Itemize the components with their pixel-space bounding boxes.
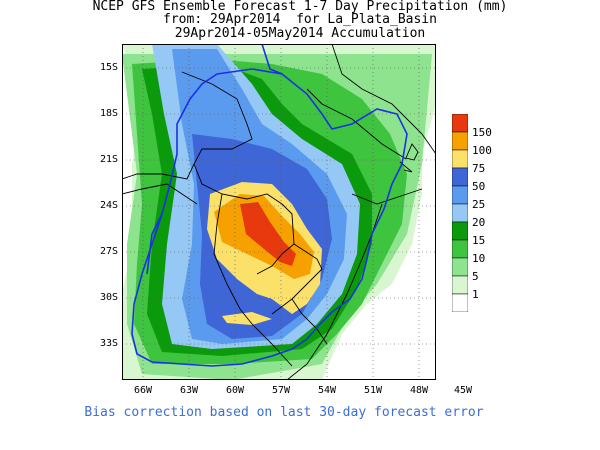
legend-swatch-20 [452, 203, 468, 223]
lat-label-24s: 24S [99, 200, 118, 211]
legend-swatch-150 [452, 114, 468, 133]
legend-swatch-below-1 [452, 293, 468, 312]
lon-label-63w: 63W [179, 385, 199, 396]
legend-label-1: 1 [472, 288, 479, 301]
map-gridlines [122, 44, 436, 380]
legend-label-20: 20 [472, 216, 486, 229]
country-borders [122, 44, 436, 380]
chart-title: NCEP GFS Ensemble Forecast 1-7 Day Preci… [92, 0, 508, 14]
lat-label-15s: 15S [99, 62, 118, 73]
lon-label-45w: 45W [453, 385, 473, 396]
lon-label-66w: 66W [133, 385, 153, 396]
lon-label-51w: 51W [363, 385, 383, 396]
precip-band-75mm-south [222, 312, 272, 325]
legend-label-75: 75 [472, 162, 486, 175]
legend-label-10: 10 [472, 252, 486, 265]
map-frame [122, 44, 436, 380]
precipitation-map [122, 44, 436, 380]
legend-swatch-15 [452, 221, 468, 241]
lon-label-60w: 60W [225, 385, 245, 396]
basin-outline [131, 44, 408, 367]
legend-swatch-5 [452, 257, 468, 277]
chart-subtitle-accumulation-period: 29Apr2014-05May2014 Accumulation [174, 26, 426, 41]
legend-colorbar [452, 114, 468, 312]
legend-swatch-10 [452, 239, 468, 259]
legend-swatch-100 [452, 131, 468, 151]
legend-swatch-75 [452, 149, 468, 169]
lat-label-30s: 30S [99, 292, 118, 303]
lon-label-48w: 48W [409, 385, 429, 396]
legend-label-15: 15 [472, 234, 486, 247]
precip-band-150mm [240, 202, 296, 266]
legend-label-50: 50 [472, 180, 486, 193]
lat-label-27s: 27S [99, 246, 118, 257]
legend-label-25: 25 [472, 198, 486, 211]
legend-label-100: 100 [472, 144, 492, 157]
lat-label-21s: 21S [99, 154, 118, 165]
lat-label-18s: 18S [99, 108, 118, 119]
legend-swatch-50 [452, 167, 468, 187]
legend-swatch-1 [452, 275, 468, 295]
lat-label-33s: 33S [99, 338, 118, 349]
lon-label-54w: 54W [317, 385, 337, 396]
legend-swatch-25 [452, 185, 468, 205]
chart-subtitle-forecast-date: from: 29Apr2014 for La_Plata_Basin [163, 12, 437, 27]
lon-label-57w: 57W [271, 385, 291, 396]
legend-label-5: 5 [472, 270, 479, 283]
legend-label-150: 150 [472, 126, 492, 139]
bias-correction-note: Bias correction based on last 30-day for… [84, 405, 484, 420]
